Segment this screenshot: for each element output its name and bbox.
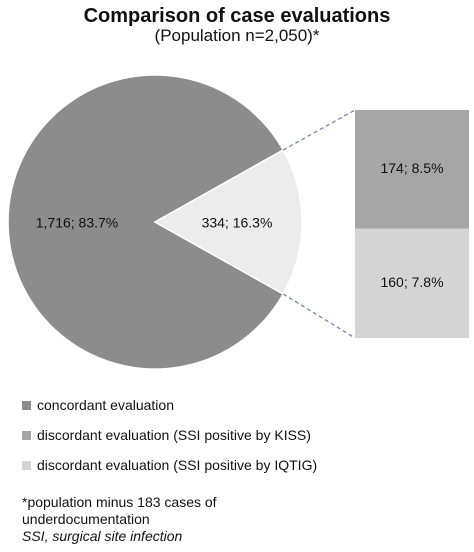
footnote-abbreviation: SSI, surgical site infection [22, 528, 183, 544]
legend-swatch-kiss [22, 430, 31, 440]
connector-line-top [282, 109, 356, 151]
data-label-concordant: 1,716; 83.7% [36, 215, 119, 231]
pie-of-bar-chart: 1,716; 83.7% 334; 16.3% 174; 8.5% 160; 7.8% [7, 74, 469, 370]
data-label-kiss: 174; 8.5% [380, 160, 443, 176]
legend-swatch-concordant [22, 400, 31, 410]
chart-subtitle: (Population n=2,050)* [154, 26, 320, 45]
pie-slice-concordant [7, 74, 285, 370]
chart-title: Comparison of case evaluations [83, 5, 391, 27]
connector-line-bottom [282, 293, 356, 339]
data-label-discordant: 334; 16.3% [202, 215, 273, 231]
bar-segment-kiss [355, 110, 469, 229]
legend-item-concordant: concordant evaluation [22, 394, 317, 416]
legend-swatch-iqtig [22, 460, 31, 470]
pie-slice-discordant [153, 148, 303, 296]
footnote: *population minus 183 cases of underdocu… [22, 494, 217, 545]
legend-label-iqtig: discordant evaluation (SSI positive by I… [37, 457, 318, 473]
legend-item-kiss: discordant evaluation (SSI positive by K… [22, 424, 317, 446]
legend-item-iqtig: discordant evaluation (SSI positive by I… [22, 454, 317, 476]
legend: concordant evaluation discordant evaluat… [22, 394, 317, 484]
legend-label-kiss: discordant evaluation (SSI positive by K… [37, 427, 311, 443]
bar-segment-iqtig [355, 228, 469, 338]
legend-label-concordant: concordant evaluation [37, 397, 174, 413]
footnote-line-2: underdocumentation [22, 511, 150, 527]
footnote-line-1: *population minus 183 cases of [22, 494, 217, 510]
data-label-iqtig: 160; 7.8% [380, 274, 443, 290]
